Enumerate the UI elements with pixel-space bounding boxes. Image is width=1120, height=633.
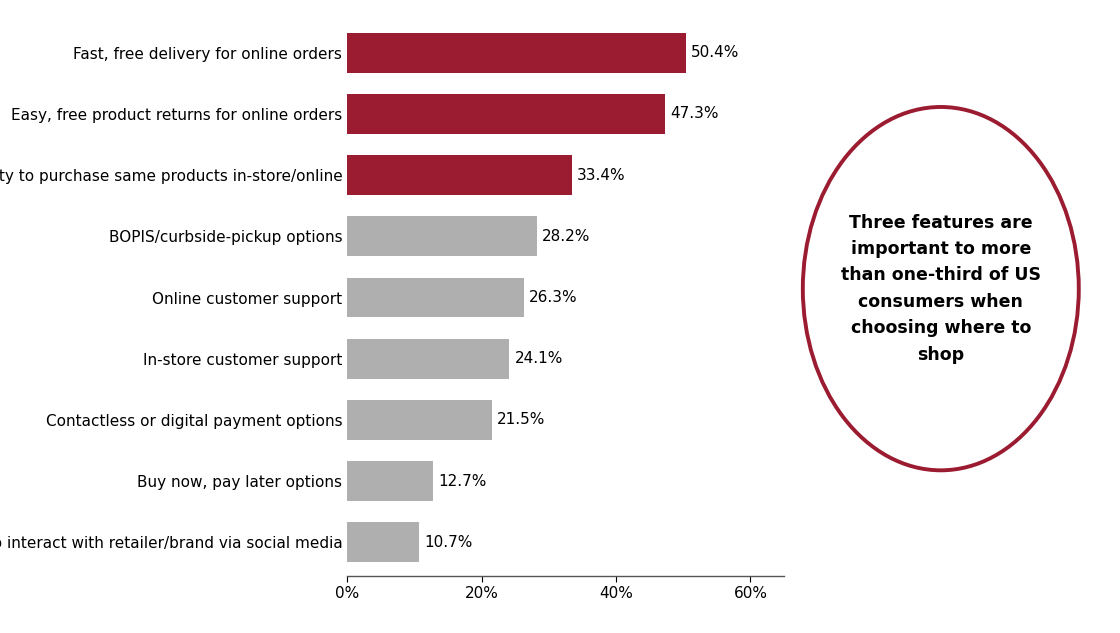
Text: 24.1%: 24.1% (514, 351, 563, 367)
Text: 28.2%: 28.2% (542, 229, 590, 244)
Text: 26.3%: 26.3% (530, 290, 578, 305)
Bar (347, 461, 432, 501)
Text: 12.7%: 12.7% (438, 473, 486, 489)
Text: 33.4%: 33.4% (577, 168, 626, 182)
Text: 21.5%: 21.5% (497, 413, 545, 427)
Bar (347, 278, 524, 317)
Text: 50.4%: 50.4% (691, 45, 739, 60)
Text: Three features are
important to more
than one-third of US
consumers when
choosin: Three features are important to more tha… (841, 214, 1040, 363)
Text: 10.7%: 10.7% (424, 535, 473, 550)
Bar (347, 94, 665, 134)
Bar (347, 400, 492, 440)
Bar (347, 522, 419, 562)
Bar (347, 155, 571, 195)
Text: 47.3%: 47.3% (671, 106, 719, 122)
Bar (347, 33, 685, 73)
Bar (347, 216, 536, 256)
Bar (347, 339, 510, 379)
